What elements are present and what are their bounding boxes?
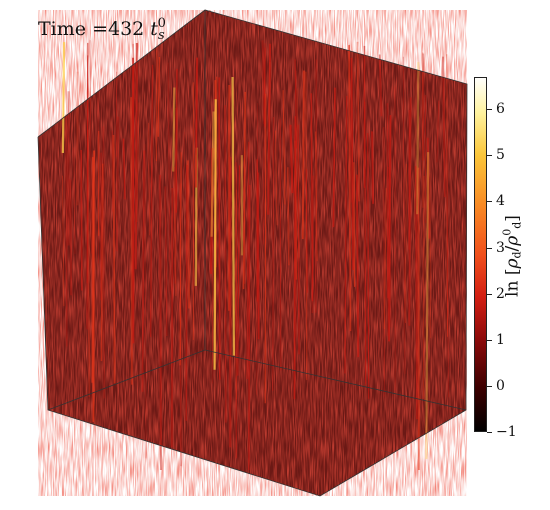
colorbar-tick-label: −1: [496, 424, 517, 440]
colorbar-tick-label: 0: [496, 377, 505, 394]
colorbar-tick-mark: [487, 201, 492, 203]
time-label: Time =432 ts0: [38, 16, 166, 43]
time-equals: =: [92, 18, 108, 40]
colorbar-tick-label: 2: [496, 285, 505, 302]
colorbar-title-ln: ln: [502, 280, 523, 297]
colorbar-tick-label: 1: [496, 331, 505, 348]
time-prefix: Time: [38, 18, 87, 40]
time-superscript: 0: [157, 16, 166, 31]
colorbar-title-slash: /: [502, 245, 523, 252]
density-noise: [38, 10, 467, 496]
colorbar-tick-mark: [487, 293, 492, 295]
colorbar-tick-label: 6: [496, 101, 505, 118]
colorbar-title-rho-sub: d: [510, 251, 524, 259]
colorbar-tick-label: 4: [496, 193, 505, 210]
colorbar-title-rho0: ρ: [502, 235, 523, 246]
colorbar-tick-mark: [487, 247, 492, 249]
colorbar-title-rho: ρ: [502, 258, 523, 269]
colorbar-tick-mark: [487, 339, 492, 341]
colorbar-tick-label: 3: [496, 239, 505, 256]
colorbar-gradient: [474, 77, 487, 432]
colorbar-title-open: [: [502, 268, 523, 276]
colorbar-tick-mark: [487, 385, 492, 387]
colorbar-title-close: ]: [502, 215, 523, 222]
colorbar-title-rho0-sub: d: [510, 221, 524, 229]
colorbar-tick-label: 5: [496, 147, 505, 164]
density-filaments: [61, 40, 449, 471]
colorbar-tick-mark: [487, 155, 492, 157]
time-variable: t: [150, 18, 158, 40]
colorbar-title-rho0-sup: 0: [500, 228, 514, 236]
cube-edges: [37, 9, 468, 497]
time-value: 432: [107, 18, 145, 40]
colorbar-tick-mark: [487, 432, 492, 433]
time-subscript: s: [157, 28, 165, 43]
colorbar: [474, 77, 487, 432]
colorbar-title: ln [ρd/ρ0d]: [501, 215, 524, 297]
colorbar-tick-mark: [487, 109, 492, 111]
